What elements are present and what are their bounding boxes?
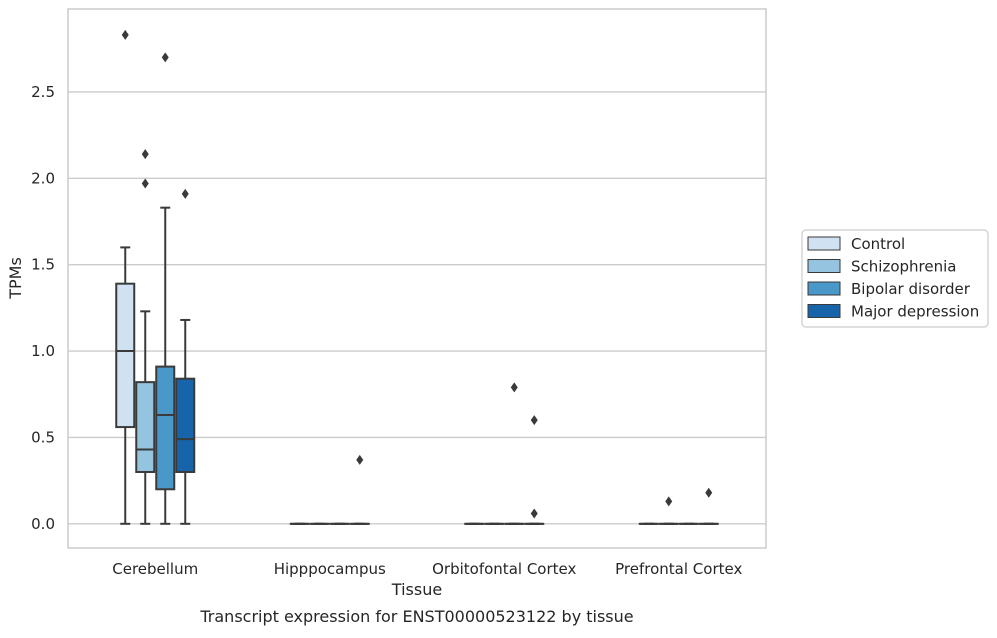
box-group [351, 455, 369, 524]
outlier-point [162, 52, 169, 62]
outlier-point [142, 178, 149, 188]
y-axis-title: TPMs [6, 257, 25, 300]
outlier-point [356, 455, 363, 465]
x-axis-title: Tissue [391, 580, 442, 599]
y-tick-label: 1.5 [31, 256, 55, 274]
outlier-point [182, 189, 189, 199]
x-tick-label: Orbitofontal Cortex [432, 560, 576, 578]
outlier-point [531, 415, 538, 425]
box-layer [116, 30, 718, 524]
x-tick-label: Cerebellum [112, 560, 198, 578]
outlier-point [142, 149, 149, 159]
box-group [700, 488, 718, 524]
chart-caption: Transcript expression for ENST0000052312… [199, 607, 633, 626]
box-group [660, 496, 678, 523]
legend-label: Schizophrenia [851, 258, 956, 276]
y-tick-label: 0.5 [31, 428, 55, 446]
outlier-point [122, 30, 129, 40]
box-group [116, 30, 134, 524]
legend-swatch [808, 305, 840, 318]
box-group [136, 149, 154, 524]
box-group [525, 415, 543, 524]
y-tick-label: 0.0 [31, 515, 55, 533]
outlier-point [511, 382, 518, 392]
x-tick-label: Hipppocampus [274, 560, 386, 578]
box-group [505, 382, 523, 523]
legend-label: Bipolar disorder [851, 280, 971, 298]
box-iqr [136, 382, 154, 472]
box-iqr [116, 284, 134, 427]
legend-label: Major depression [851, 303, 979, 321]
outlier-point [665, 496, 672, 506]
outlier-point [531, 508, 538, 518]
x-tick-label: Prefrontal Cortex [615, 560, 742, 578]
y-tick-label: 2.0 [31, 169, 55, 187]
y-tick-label: 1.0 [31, 342, 55, 360]
legend-swatch [808, 237, 840, 250]
legend-label: Control [851, 235, 905, 253]
x-tick-labels: Cerebellum Hipppocampus Orbitofontal Corte… [112, 560, 742, 578]
y-tick-label: 2.5 [31, 83, 55, 101]
legend-swatch [808, 282, 840, 295]
box-group [176, 189, 194, 524]
box-iqr [156, 367, 174, 490]
y-tick-labels: 0.0 0.5 1.0 1.5 2.0 2.5 [31, 83, 55, 533]
box-group [156, 52, 174, 523]
outlier-point [705, 488, 712, 498]
legend: Control Schizophrenia Bipolar disorder Majo… [802, 230, 988, 327]
box-iqr [176, 379, 194, 472]
legend-swatch [808, 260, 840, 273]
